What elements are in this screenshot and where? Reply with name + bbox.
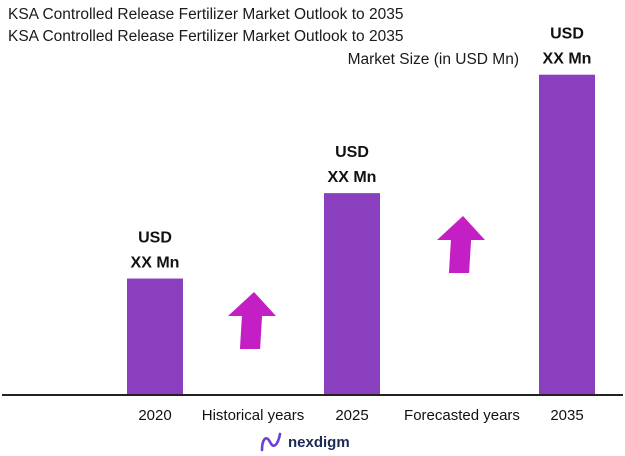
period-label-forecasted: Forecasted years xyxy=(404,407,520,424)
x-tick-label-2020: 2020 xyxy=(138,407,171,424)
data-label-2035-currency: USD xyxy=(550,26,584,43)
period-label-historical: Historical years xyxy=(202,407,305,424)
chart-title: KSA Controlled Release Fertilizer Market… xyxy=(8,4,528,48)
bar-2035 xyxy=(539,74,595,396)
brand-logo: nexdigm xyxy=(260,432,350,452)
data-label-2020-value: XX Mn xyxy=(131,255,180,272)
x-tick-label-2025: 2025 xyxy=(335,407,368,424)
chart-title-line-2: KSA Controlled Release Fertilizer Market… xyxy=(8,28,404,45)
growth-arrow-icon-1 xyxy=(228,292,276,349)
brand-logo-text: nexdigm xyxy=(288,433,350,451)
bar-2025 xyxy=(324,193,380,395)
nexdigm-logo-icon xyxy=(260,432,282,452)
chart-title-line-1: KSA Controlled Release Fertilizer Market… xyxy=(8,6,404,23)
data-label-2035-value: XX Mn xyxy=(543,51,592,68)
growth-arrow-icon-2 xyxy=(437,216,485,273)
data-label-2020-currency: USD xyxy=(138,230,172,247)
data-label-2025-currency: USD xyxy=(335,144,369,161)
x-tick-label-2035: 2035 xyxy=(550,407,583,424)
data-label-2025-value: XX Mn xyxy=(328,169,377,186)
chart-subtitle: Market Size (in USD Mn) xyxy=(347,51,519,68)
bar-2020 xyxy=(127,278,183,395)
